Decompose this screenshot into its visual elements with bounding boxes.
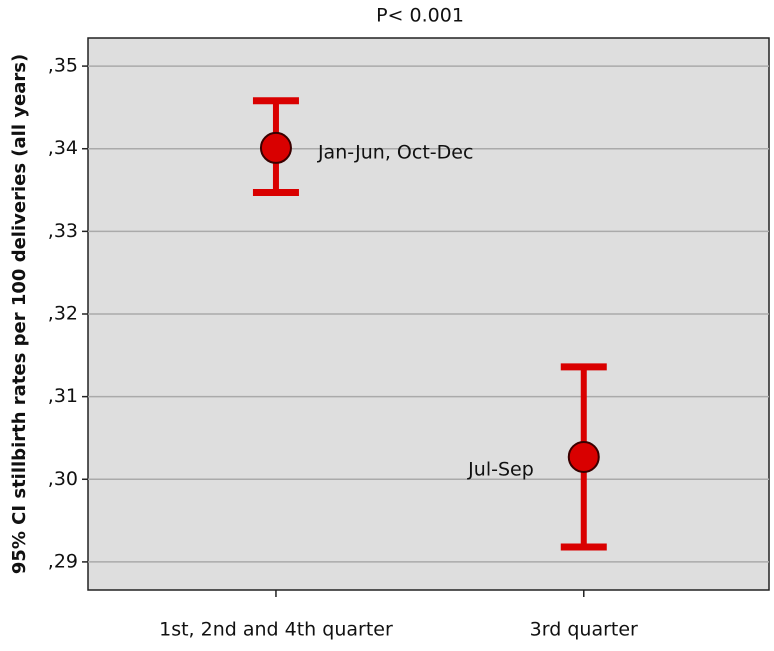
point — [259, 131, 292, 164]
y-tick-label: ,30 — [48, 468, 78, 490]
y-tick-label: ,32 — [48, 303, 78, 325]
y-tick-label: ,34 — [48, 137, 78, 159]
y-tick-label: ,29 — [48, 550, 78, 572]
y-tick-label: ,33 — [48, 220, 78, 242]
y-axis-label: 95% CI stillbirth rates per 100 deliveri… — [9, 54, 30, 574]
y-tick-label: ,31 — [48, 385, 78, 407]
x-tick-label: 1st, 2nd and 4th quarter — [159, 619, 393, 641]
point-label: Jan-Jun, Oct-Dec — [317, 141, 473, 163]
x-tick-label: 3rd quarter — [530, 619, 638, 641]
point — [567, 440, 600, 473]
point-label: Jul-Sep — [467, 458, 534, 480]
chart-title: P< 0.001 — [376, 5, 464, 27]
y-tick-label: ,35 — [48, 55, 78, 77]
